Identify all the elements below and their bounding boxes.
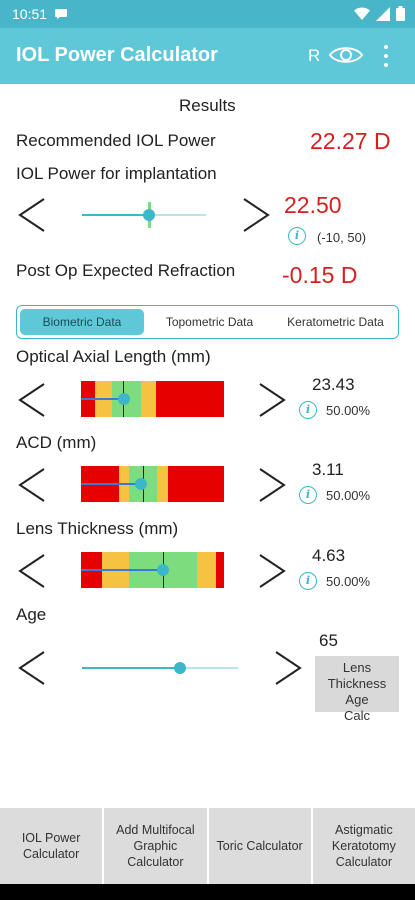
acd-thumb[interactable]	[135, 478, 147, 490]
nav-iol-power-calculator[interactable]: IOL Power Calculator	[0, 808, 103, 884]
age-decrease-arrow[interactable]	[18, 650, 46, 686]
lens-thickness-decrease-arrow[interactable]	[18, 553, 46, 589]
lens-thickness-info-icon[interactable]: i	[299, 572, 317, 590]
tab-biometric[interactable]: Biometric Data	[20, 309, 144, 335]
app-bar: IOL Power Calculator R	[0, 28, 415, 84]
data-tabs: Biometric Data Topometric Data Keratomet…	[16, 305, 399, 339]
recommended-iol-value: 22.27 D	[310, 128, 391, 154]
age-slider[interactable]	[82, 655, 238, 681]
axial-length-decrease-arrow[interactable]	[18, 382, 46, 418]
battery-icon	[396, 6, 405, 24]
acd-decrease-arrow[interactable]	[18, 467, 46, 503]
acd-value: 3.11	[312, 460, 344, 479]
lens-thickness-label: Lens Thickness (mm)	[16, 519, 179, 538]
axial-length-percentile: 50.00%	[326, 403, 371, 418]
acd-increase-arrow[interactable]	[258, 467, 286, 503]
acd-info-icon[interactable]: i	[299, 486, 317, 504]
lens-thickness-range-bar[interactable]	[81, 552, 224, 588]
results-heading: Results	[179, 96, 236, 115]
age-label: Age	[16, 605, 47, 624]
axial-length-value: 23.43	[312, 375, 355, 394]
status-bar: 10:51	[0, 0, 415, 28]
status-time: 10:51	[12, 6, 48, 22]
tab-topometric[interactable]: Topometric Data	[165, 315, 254, 329]
app-title: IOL Power Calculator	[16, 44, 218, 66]
wifi-icon	[354, 7, 370, 23]
age-slider-thumb[interactable]	[174, 662, 186, 674]
axial-length-thumb[interactable]	[118, 393, 130, 405]
tab-keratometric[interactable]: Keratometric Data	[287, 315, 384, 329]
nav-toric-calculator[interactable]: Toric Calculator	[208, 808, 311, 884]
iol-implant-label: IOL Power for implantation	[16, 164, 217, 183]
age-value: 65	[319, 631, 338, 650]
postop-value: -0.15 D	[282, 262, 358, 288]
signal-icon	[376, 6, 390, 24]
iol-implant-value: 22.50	[284, 192, 342, 218]
lens-thickness-thumb[interactable]	[157, 564, 169, 576]
system-icons	[354, 6, 405, 24]
r-button[interactable]: R	[308, 46, 321, 65]
eye-icon[interactable]	[328, 44, 364, 71]
iol-range: (-10, 50)	[317, 230, 367, 245]
nav-astigmatic-keratotomy-calculator[interactable]: Astigmatic Keratotomy Calculator	[312, 808, 415, 884]
lens-thickness-increase-arrow[interactable]	[258, 553, 286, 589]
iol-slider-thumb[interactable]	[143, 209, 155, 221]
iol-decrease-arrow[interactable]	[18, 197, 46, 233]
lens-thickness-percentile: 50.00%	[326, 574, 371, 589]
bottom-nav: IOL Power Calculator Add Multifocal Grap…	[0, 808, 415, 884]
iol-increase-arrow[interactable]	[242, 197, 270, 233]
nav-multifocal-calculator[interactable]: Add Multifocal Graphic Calculator	[104, 808, 207, 884]
age-increase-arrow[interactable]	[274, 650, 302, 686]
iol-power-slider[interactable]	[82, 202, 206, 228]
lens-thickness-age-calc-button[interactable]: Lens Thickness Age Calc	[315, 656, 399, 723]
message-icon	[54, 7, 68, 23]
axial-length-increase-arrow[interactable]	[258, 382, 286, 418]
more-options-icon[interactable]	[378, 42, 394, 70]
gesture-bar	[0, 884, 415, 900]
lens-thickness-value: 4.63	[312, 546, 346, 565]
acd-range-bar[interactable]	[81, 466, 224, 502]
axial-length-range-bar[interactable]	[81, 381, 224, 417]
acd-percentile: 50.00%	[326, 488, 371, 503]
postop-label: Post Op Expected Refraction	[16, 261, 236, 280]
acd-label: ACD (mm)	[16, 433, 97, 452]
iol-info-icon[interactable]: i	[288, 227, 306, 245]
axial-length-info-icon[interactable]: i	[299, 401, 317, 419]
recommended-iol-label: Recommended IOL Power	[16, 131, 216, 150]
axial-length-label: Optical Axial Length (mm)	[16, 347, 211, 366]
